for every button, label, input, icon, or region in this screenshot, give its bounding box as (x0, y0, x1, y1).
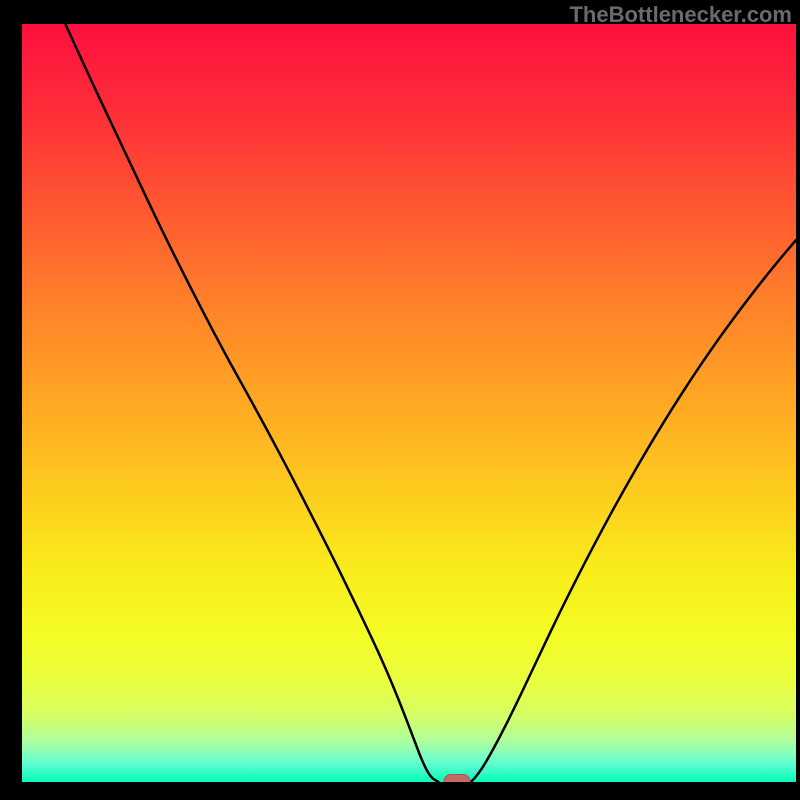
bottleneck-chart: TheBottlenecker.com (0, 0, 800, 800)
chart-svg (0, 0, 800, 800)
watermark-text: TheBottlenecker.com (569, 2, 792, 28)
